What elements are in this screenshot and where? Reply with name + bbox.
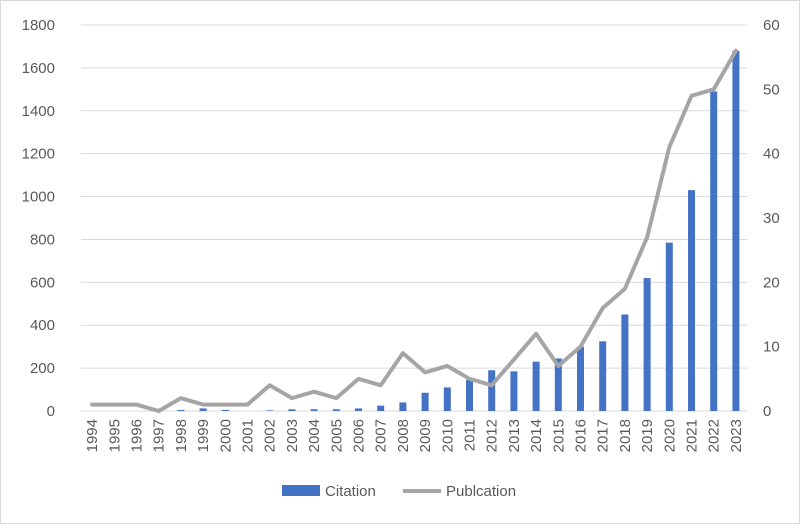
x-tick-label: 1994 xyxy=(84,419,101,452)
x-tick-label: 2005 xyxy=(328,419,345,452)
citation-bar xyxy=(488,370,496,411)
x-tick-label: 2017 xyxy=(595,419,612,452)
citation-bar xyxy=(599,341,607,411)
legend-citation-label: Citation xyxy=(325,483,376,500)
citation-bar xyxy=(532,361,540,411)
x-tick-label: 2018 xyxy=(617,419,634,452)
publication-line xyxy=(90,48,738,413)
x-tick-label: 2013 xyxy=(506,419,523,452)
right-axis-ticks: 0 10 20 30 40 50 60 xyxy=(763,17,780,420)
left-tick-label: 400 xyxy=(30,317,55,334)
right-tick-label: 20 xyxy=(763,274,780,291)
right-tick-label: 60 xyxy=(763,17,780,34)
citation-bar xyxy=(732,50,740,411)
x-tick-label: 1995 xyxy=(106,419,123,452)
x-tick-label: 2015 xyxy=(550,419,567,452)
citation-bar xyxy=(266,410,274,411)
left-axis-ticks: 0 200 400 600 800 1000 1200 1400 1600 1800 xyxy=(22,17,55,420)
left-tick-label: 200 xyxy=(30,360,55,377)
x-tick-label: 2020 xyxy=(661,419,678,452)
citation-bars xyxy=(177,50,740,411)
citation-bar xyxy=(288,409,296,411)
citation-bar xyxy=(332,409,340,411)
left-tick-label: 600 xyxy=(30,274,55,291)
x-tick-label: 2001 xyxy=(240,419,257,452)
citation-bar xyxy=(421,392,429,411)
x-tick-label: 2000 xyxy=(217,419,234,452)
citation-bar xyxy=(510,371,518,411)
citation-bar xyxy=(399,402,407,411)
citation-bar xyxy=(177,409,185,411)
left-tick-label: 1400 xyxy=(22,103,55,120)
x-tick-label: 2007 xyxy=(373,419,390,452)
citation-bar xyxy=(355,408,362,411)
citation-bar xyxy=(310,409,318,411)
right-tick-label: 0 xyxy=(763,403,771,420)
left-tick-label: 800 xyxy=(30,231,55,248)
left-tick-label: 1000 xyxy=(22,189,55,206)
gridlines xyxy=(81,24,747,412)
citation-bar xyxy=(688,190,695,411)
citation-bar xyxy=(554,358,562,411)
right-tick-label: 30 xyxy=(763,210,780,227)
x-tick-label: 2009 xyxy=(417,419,434,452)
right-tick-label: 50 xyxy=(763,81,780,98)
x-tick-label: 2008 xyxy=(395,419,412,452)
x-tick-label: 2019 xyxy=(639,419,656,452)
citation-bar xyxy=(577,346,584,411)
citation-bar xyxy=(443,387,451,411)
x-tick-label: 2021 xyxy=(684,419,701,452)
x-tick-label: 2022 xyxy=(706,419,723,452)
x-tick-label: 1999 xyxy=(195,419,212,452)
x-tick-label: 2006 xyxy=(351,419,368,452)
x-tick-label: 2004 xyxy=(306,419,323,452)
x-tick-label: 2010 xyxy=(439,419,456,452)
x-tick-label: 2003 xyxy=(284,419,301,452)
legend: Citation Publcation xyxy=(282,483,516,500)
citation-bar xyxy=(199,408,207,411)
x-tick-label: 2012 xyxy=(484,419,501,452)
x-tick-label: 2023 xyxy=(728,419,745,452)
x-tick-label: 2011 xyxy=(462,419,479,451)
x-axis-ticks: 1994 1995 1996 1997 1998 1999 2000 2001 2002 2003… xyxy=(84,419,745,452)
publication-series-line xyxy=(90,48,738,413)
x-tick-label: 2014 xyxy=(528,419,545,452)
x-tick-label: 1996 xyxy=(129,419,146,452)
x-tick-label: 1997 xyxy=(151,419,168,452)
legend-citation-swatch xyxy=(282,485,320,496)
citation-bar xyxy=(621,314,629,411)
citation-bar xyxy=(221,409,229,411)
x-tick-label: 2016 xyxy=(573,419,590,452)
right-tick-label: 40 xyxy=(763,146,780,163)
citation-bar xyxy=(710,91,718,411)
left-tick-label: 1600 xyxy=(22,60,55,77)
x-tick-label: 2002 xyxy=(262,419,279,452)
citation-bar xyxy=(466,379,473,411)
legend-publication-label: Publcation xyxy=(446,483,516,500)
citation-bar xyxy=(377,405,385,411)
left-tick-label: 0 xyxy=(47,403,55,420)
left-tick-label: 1200 xyxy=(22,146,55,163)
citation-bar xyxy=(665,242,673,411)
left-tick-label: 1800 xyxy=(22,17,55,34)
right-tick-label: 10 xyxy=(763,339,780,356)
citation-bar xyxy=(643,278,651,411)
x-tick-label: 1998 xyxy=(173,419,190,452)
